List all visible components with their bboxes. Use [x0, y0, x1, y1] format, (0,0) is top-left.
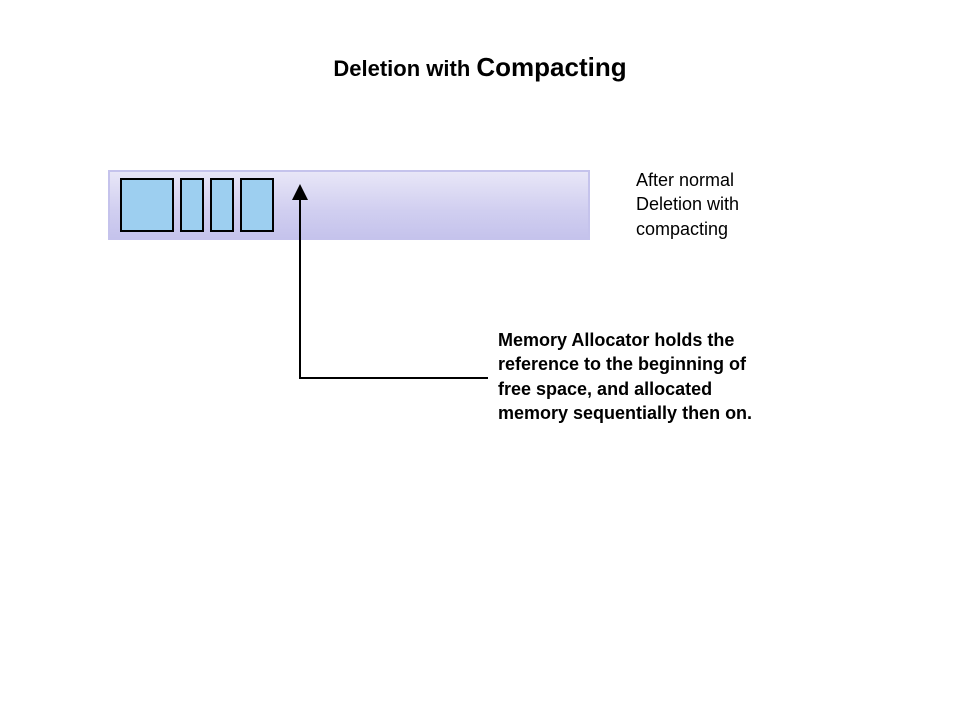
desc-line-3: memory sequentially then on. — [498, 403, 752, 423]
desc-line-0: Memory Allocator holds the — [498, 330, 734, 350]
pointer-arrow — [0, 0, 960, 720]
desc-line-2: free space, and allocated — [498, 379, 712, 399]
allocator-description: Memory Allocator holds the reference to … — [498, 328, 808, 425]
desc-line-1: reference to the beginning of — [498, 354, 746, 374]
